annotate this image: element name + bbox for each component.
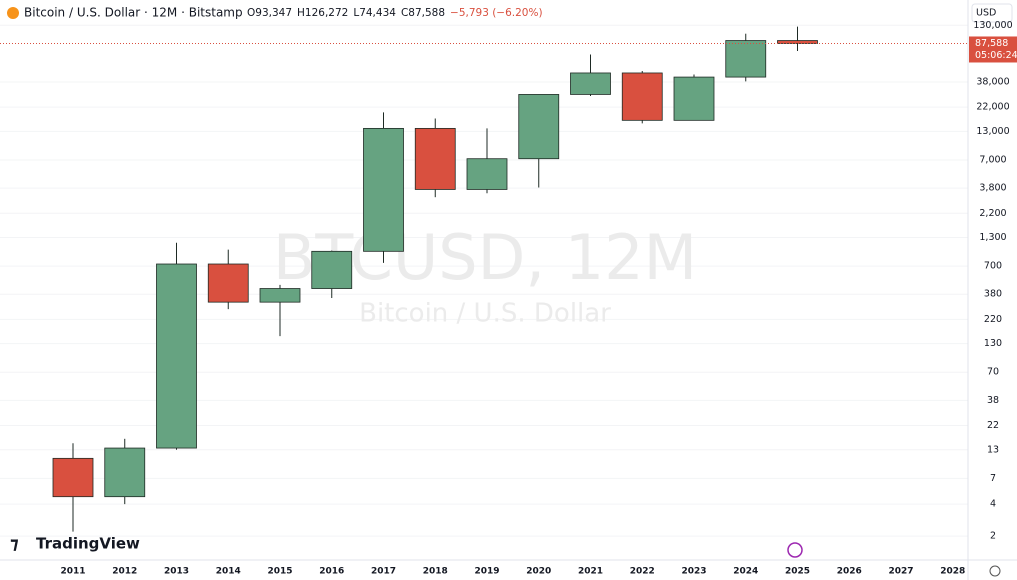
ohlc-value: −5,793 (−6.20%) [450,7,543,19]
x-tick-label: 2028 [940,567,965,577]
x-tick-label: 2024 [733,567,758,577]
y-tick-label: 1,300 [979,232,1006,243]
candle-body [414,127,456,190]
candle-body [725,40,767,78]
x-tick-label: 2012 [112,567,137,577]
y-tick-label: 38 [987,395,999,406]
x-tick-label: 2016 [319,567,344,577]
ohlc-value: C87,588 [401,7,445,19]
y-tick-label: 130,000 [973,20,1012,31]
y-tick-label: 13 [987,444,999,455]
ohlc-value: O93,347 [247,7,292,19]
y-tick-label: 700 [984,261,1002,272]
x-tick-label: 2021 [578,567,603,577]
candle-body [259,288,301,303]
candle-body [311,250,353,289]
y-tick-label: 4 [990,499,996,510]
candle-body [207,263,249,303]
price-label: 87,588 [975,38,1008,49]
y-tick-label: 13,000 [976,126,1009,137]
x-tick-label: 2014 [216,567,241,577]
y-tick-label: 2,200 [979,208,1006,219]
y-tick-label: 380 [984,289,1002,300]
y-tick-label: 130 [984,338,1002,349]
y-tick-label: 38,000 [976,76,1009,87]
candle-body [52,457,94,498]
x-tick-label: 2019 [474,567,499,577]
candle-body [673,76,715,121]
y-tick-label: 22,000 [976,102,1009,113]
y-tick-label: 70 [987,367,999,378]
y-tick-label: 7,000 [979,154,1006,165]
ohlc-value: L74,434 [353,7,396,19]
x-tick-label: 2022 [630,567,655,577]
y-tick-label: 2 [990,531,996,542]
symbol-title: Bitcoin / U.S. Dollar · 12M · Bitstamp [24,6,243,20]
ohlc-value: H126,272 [297,7,348,19]
currency-button[interactable] [971,3,1013,23]
x-tick-label: 2026 [837,567,862,577]
y-tick-label: 7 [990,473,996,484]
countdown: 05:06:24 [975,50,1017,61]
settings-icon[interactable] [989,565,1001,577]
x-tick-label: 2020 [526,567,551,577]
candle-body [466,158,508,190]
logo: ⁊ TradingView [10,534,140,554]
price-label-box [969,36,1017,63]
currency-label[interactable]: USD [976,8,996,19]
logo-text: TradingView [36,535,140,553]
watermark-sub: Bitcoin / U.S. Dollar [359,299,611,329]
logo-mark: ⁊ [10,534,19,554]
candle-body [621,72,663,121]
y-tick-label: 3,800 [979,183,1006,194]
x-tick-label: 2013 [164,567,189,577]
x-tick-label: 2017 [371,567,396,577]
y-tick-label: 22 [987,420,999,431]
x-tick-label: 2027 [888,567,913,577]
candle-body [518,94,560,160]
x-tick-label: 2018 [423,567,448,577]
y-tick-label: 220 [984,314,1002,325]
candle-body [104,447,146,498]
candle-body [363,127,404,252]
x-tick-label: 2023 [681,567,706,577]
candle-body [777,40,818,44]
candle-body [570,72,611,95]
x-tick-label: 2025 [785,567,810,577]
x-tick-label: 2011 [60,567,85,577]
event-icon[interactable] [787,542,803,558]
ohlc-legend: O93,347 H126,272 L74,434 C87,588 −5,793 (−6.… [247,7,543,19]
coin-icon [7,7,19,19]
x-tick-label: 2015 [267,567,292,577]
candle-body [156,263,197,449]
